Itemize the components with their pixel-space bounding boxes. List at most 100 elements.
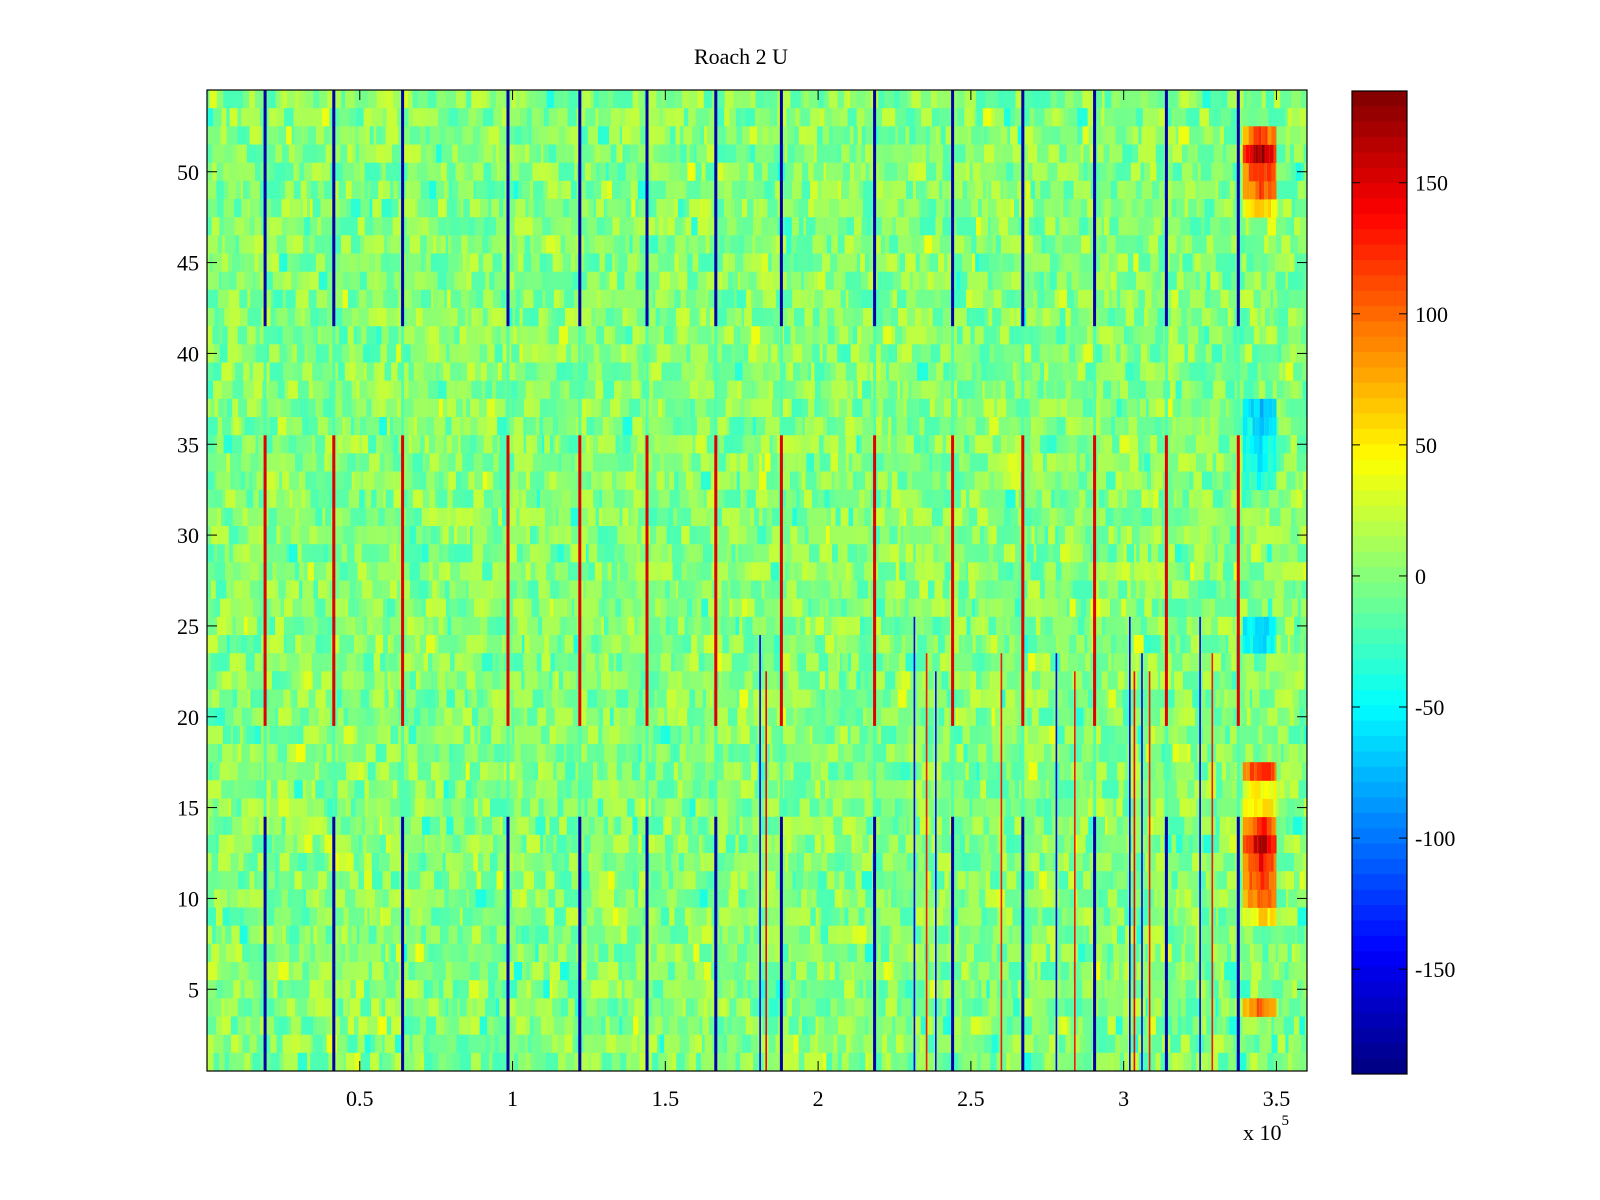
heatmap-cell (480, 616, 488, 636)
heatmap-cell (357, 253, 361, 273)
heatmap-cell (512, 562, 522, 581)
heatmap-cell (312, 380, 324, 400)
heatmap-cell (483, 108, 494, 127)
heatmap-cell (448, 180, 452, 200)
heatmap-cell (830, 253, 838, 273)
heatmap-cell (635, 507, 639, 527)
heatmap-cell (451, 417, 461, 436)
heatmap-cell (584, 162, 591, 182)
heatmap-cell (622, 126, 631, 145)
heatmap-cell (351, 417, 355, 436)
heatmap-cell (543, 180, 548, 200)
heatmap-cell (563, 199, 569, 218)
heatmap-cell (812, 235, 824, 254)
heatmap-cell (951, 162, 957, 182)
heatmap-cell (721, 344, 732, 363)
heatmap-cell (1101, 126, 1106, 145)
heatmap-cell (1123, 362, 1126, 382)
heatmap-cell (214, 235, 218, 254)
heatmap-cell (1041, 326, 1051, 345)
heatmap-cell (1046, 417, 1057, 436)
heatmap-cell (1031, 526, 1035, 545)
heatmap-cell (969, 162, 973, 182)
heatmap-cell (496, 144, 500, 164)
heatmap-cell (1052, 544, 1061, 563)
heatmap-cell (1244, 326, 1255, 345)
heatmap-cell (720, 362, 732, 382)
heatmap-cell (478, 253, 484, 273)
heatmap-cell (1126, 526, 1132, 545)
heatmap-cell (1276, 235, 1282, 254)
heatmap-cell (349, 108, 357, 127)
heatmap-cell (1031, 253, 1042, 273)
heatmap-cell (383, 180, 391, 200)
heatmap-cell (304, 344, 308, 363)
heatmap-cell (979, 344, 990, 363)
heatmap-cell (1100, 235, 1104, 254)
heatmap-cell (408, 435, 412, 454)
heatmap-cell (553, 289, 560, 309)
heatmap-cell (472, 544, 483, 563)
heatmap-cell (987, 453, 999, 472)
heatmap-cell (1003, 344, 1015, 363)
heatmap-cell (1032, 162, 1040, 182)
heatmap-cell (696, 144, 707, 164)
heatmap-cell (1152, 507, 1163, 527)
heatmap-cell (493, 453, 499, 472)
heatmap-cell (459, 344, 469, 363)
heatmap-cell (1281, 344, 1290, 363)
heatmap-cell (787, 144, 795, 164)
heatmap-cell (1031, 344, 1040, 363)
heatmap-cell (1002, 598, 1006, 618)
heatmap-cell (814, 199, 823, 218)
heatmap-cell (317, 144, 326, 164)
heatmap-cell (253, 362, 259, 382)
heatmap-cell (689, 144, 694, 164)
heatmap-cell (594, 417, 600, 436)
heatmap-cell (621, 598, 624, 618)
heatmap-cell (1108, 489, 1118, 509)
heatmap-cell (512, 526, 524, 545)
heatmap-cell (438, 199, 447, 218)
heatmap-cell (484, 217, 489, 236)
heatmap-cell (718, 126, 727, 145)
heatmap-cell (814, 398, 821, 418)
heatmap-cell (350, 507, 359, 527)
heatmap-cell (456, 199, 461, 218)
heatmap-cell (686, 562, 694, 581)
heatmap-cell (556, 144, 567, 164)
heatmap-cell (239, 235, 245, 254)
heatmap-cell (1044, 526, 1049, 545)
heatmap-cell (310, 308, 320, 327)
heatmap-cell (1168, 544, 1175, 563)
heatmap-cell (764, 144, 774, 164)
heatmap-cell (1102, 344, 1110, 363)
heatmap-cell (446, 199, 453, 218)
heatmap-cell (1081, 380, 1089, 400)
heatmap-cell (1044, 108, 1053, 127)
heatmap-cell (692, 126, 701, 145)
heatmap-cell (415, 199, 418, 218)
heatmap-cell (478, 308, 484, 327)
heatmap-cell (1219, 217, 1231, 236)
heatmap-cell (937, 544, 946, 563)
heatmap-cell (791, 217, 799, 236)
heatmap-cell (617, 526, 628, 545)
heatmap-cell (1149, 562, 1158, 581)
heatmap-cell (958, 598, 963, 618)
heatmap-cell (596, 326, 605, 345)
heatmap-cell (873, 217, 882, 236)
heatmap-cell (716, 308, 727, 327)
heatmap-cell (242, 507, 248, 527)
heatmap-cell (567, 108, 577, 127)
heatmap-cell (1298, 380, 1303, 400)
heatmap-cell (1013, 562, 1020, 581)
heatmap-cell (457, 308, 466, 327)
heatmap-cell (414, 326, 419, 345)
heatmap-cell (759, 471, 767, 491)
heatmap-cell (962, 253, 973, 273)
heatmap-cell (699, 199, 708, 218)
heatmap-cell (1140, 344, 1147, 363)
heatmap-cell (474, 217, 485, 236)
heatmap-cell (847, 90, 851, 109)
